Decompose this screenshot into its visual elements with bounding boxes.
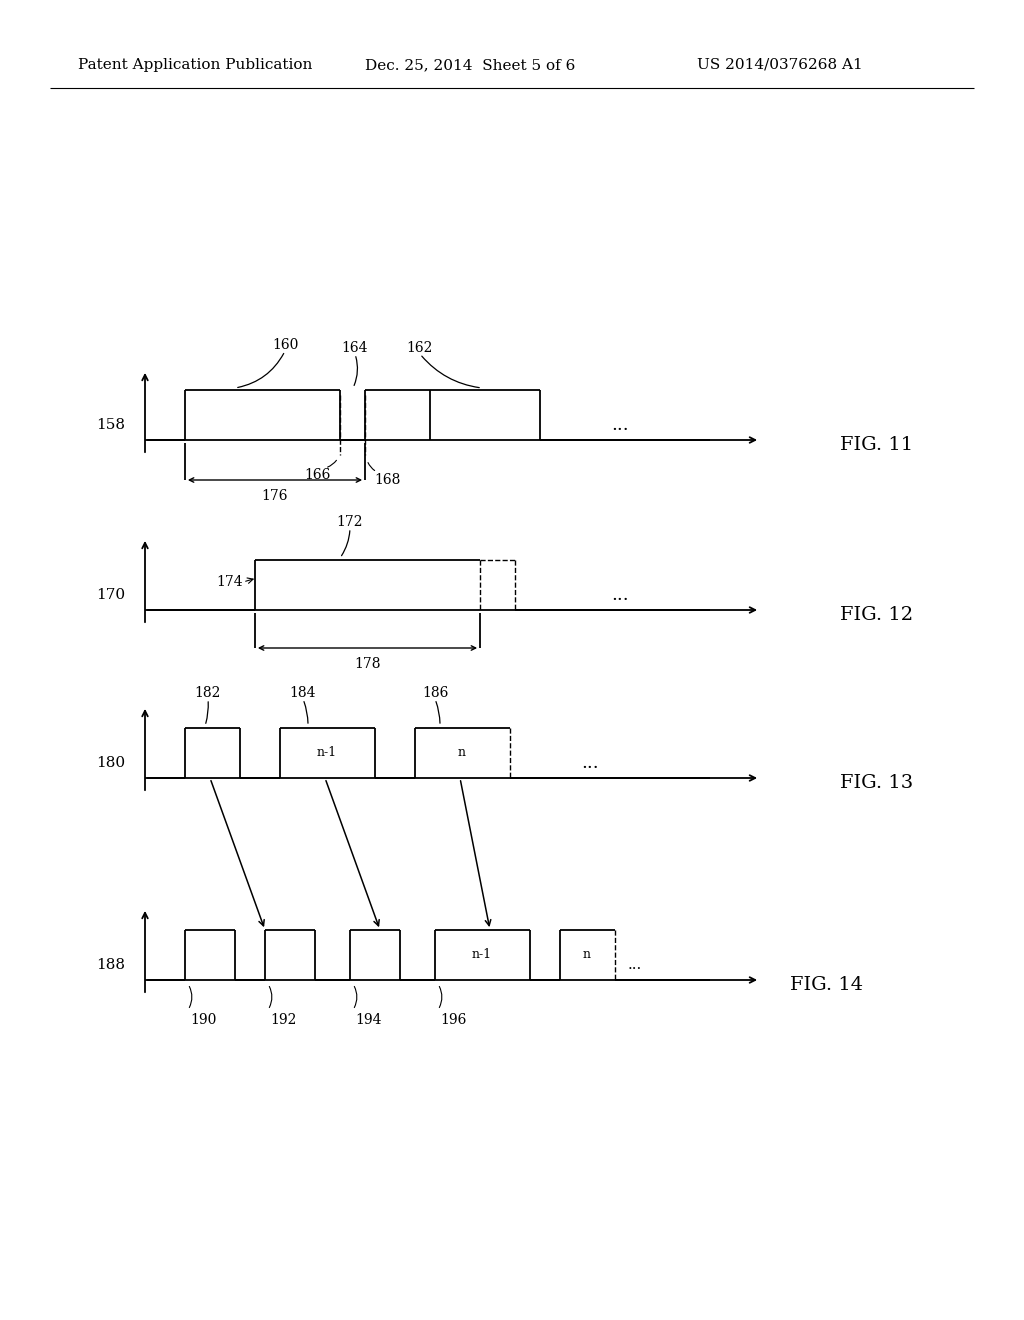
Text: 164: 164 <box>342 341 369 355</box>
Text: 168: 168 <box>374 473 400 487</box>
Text: n: n <box>583 949 591 961</box>
Text: 186: 186 <box>422 686 449 700</box>
Text: FIG. 13: FIG. 13 <box>840 774 913 792</box>
Text: n-1: n-1 <box>472 949 493 961</box>
Text: 170: 170 <box>96 587 125 602</box>
Text: 192: 192 <box>270 1012 296 1027</box>
Text: 172: 172 <box>337 515 364 529</box>
Text: ...: ... <box>611 416 629 434</box>
Text: FIG. 12: FIG. 12 <box>840 606 913 624</box>
Text: FIG. 14: FIG. 14 <box>790 975 863 994</box>
Text: 176: 176 <box>262 488 288 503</box>
Text: 162: 162 <box>407 341 433 355</box>
Text: ...: ... <box>628 958 642 972</box>
Text: 188: 188 <box>96 958 125 972</box>
Text: 194: 194 <box>355 1012 382 1027</box>
Text: 166: 166 <box>305 469 331 482</box>
Text: 174: 174 <box>217 576 244 589</box>
Text: 160: 160 <box>271 338 298 352</box>
Text: ...: ... <box>582 754 599 772</box>
Text: 184: 184 <box>290 686 316 700</box>
Text: Dec. 25, 2014  Sheet 5 of 6: Dec. 25, 2014 Sheet 5 of 6 <box>365 58 575 73</box>
Text: 180: 180 <box>96 756 125 770</box>
Text: n: n <box>458 747 466 759</box>
Text: 182: 182 <box>195 686 221 700</box>
Text: n-1: n-1 <box>317 747 337 759</box>
Text: 158: 158 <box>96 418 125 432</box>
Text: ...: ... <box>611 586 629 605</box>
Text: US 2014/0376268 A1: US 2014/0376268 A1 <box>697 58 863 73</box>
Text: 190: 190 <box>190 1012 216 1027</box>
Text: 196: 196 <box>440 1012 466 1027</box>
Text: Patent Application Publication: Patent Application Publication <box>78 58 312 73</box>
Text: 178: 178 <box>354 657 381 671</box>
Text: FIG. 11: FIG. 11 <box>840 436 913 454</box>
